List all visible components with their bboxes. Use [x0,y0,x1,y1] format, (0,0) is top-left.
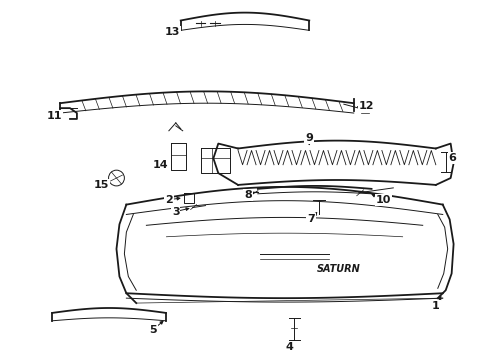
Text: 12: 12 [359,101,374,111]
Text: 6: 6 [449,153,457,163]
Text: 2: 2 [165,195,173,205]
Text: 3: 3 [172,207,180,216]
Text: 5: 5 [149,325,157,335]
Text: 9: 9 [305,133,313,143]
Text: 10: 10 [376,195,391,205]
Text: 11: 11 [47,111,62,121]
Text: SATURN: SATURN [317,264,361,274]
Text: 14: 14 [153,160,169,170]
Text: 4: 4 [286,342,294,352]
Text: 8: 8 [244,190,252,200]
Text: 13: 13 [165,27,180,37]
Text: 1: 1 [432,301,440,311]
Text: 7: 7 [307,215,315,224]
Text: 15: 15 [94,180,109,190]
